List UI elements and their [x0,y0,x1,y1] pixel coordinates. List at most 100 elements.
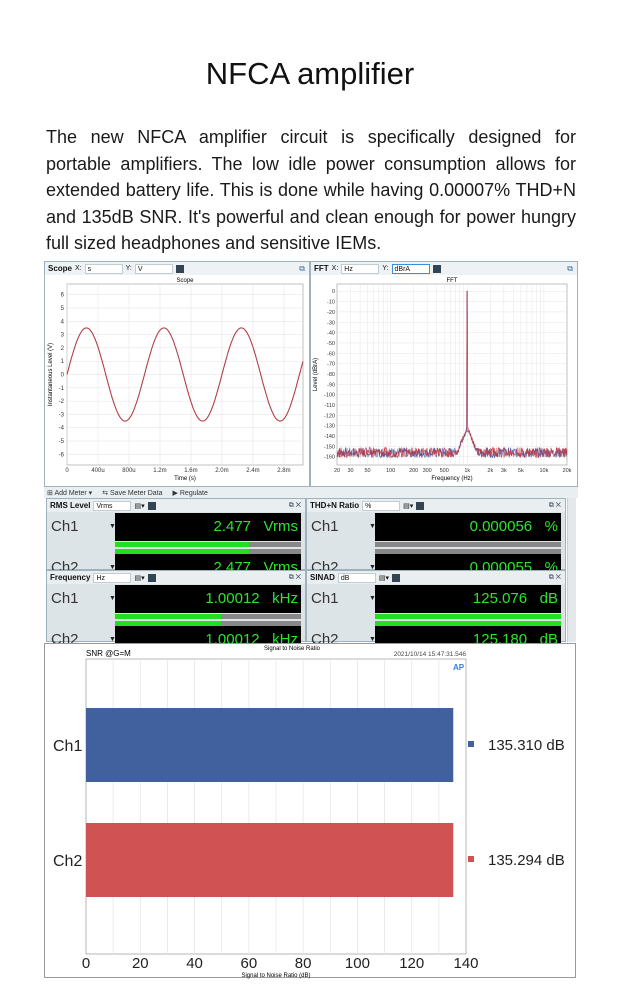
y-tick-label: -110 [324,403,335,409]
meter-value: 1.00012 [205,590,260,607]
chart-title: FFT [447,278,458,284]
meter-menu-icon[interactable]: ▤▾ [134,502,145,510]
y-axis-label: Level (dBrA) [313,358,319,391]
channel-dropdown-icon[interactable]: ▼ [109,523,116,530]
y-tick-label: -120 [324,413,335,419]
meter-channel-row: Ch1 ▼ 0.000056 % [307,513,565,541]
meter-unit-select[interactable]: dB [337,572,376,583]
channel-dropdown-icon[interactable]: ▼ [369,595,376,602]
channel-label: Ch1 [311,590,339,607]
y-axis-marker: Y: [125,265,132,272]
fft-panel: FFT X: Hz Y: dBrA ⧉ FFT 20 30 50 100 200 300 500 1… [310,261,578,487]
meter-level-bar [375,542,561,547]
meter-unit-select[interactable]: Vrms [93,500,132,511]
meter-title: RMS Level [50,501,91,510]
settings-icon[interactable] [147,573,156,582]
settings-icon[interactable] [147,501,156,510]
meter-menu-icon[interactable]: ▤▾ [403,502,414,510]
y-tick-label: 5 [61,306,65,312]
fft-panel-title: FFT [314,264,329,273]
popout-icon[interactable]: ⧉ [548,573,554,581]
meter-level-bar [375,549,561,554]
x-tick-label: 50 [364,468,370,474]
settings-icon[interactable] [416,501,425,510]
channel-dropdown-icon[interactable]: ▼ [109,595,116,602]
add-meter-button[interactable]: ⊞ Add Meter ▾ [47,489,93,497]
fft-x-unit-select[interactable]: Hz [341,263,380,274]
x-tick-label: 2.4m [246,468,259,474]
close-icon[interactable]: ✕ [555,501,561,509]
scope-y-unit-select[interactable]: V [134,263,173,274]
meter-title: Frequency [50,573,91,582]
y-tick-label: -100 [324,393,335,399]
meter-level-bar [375,621,561,626]
fft-y-unit-select[interactable]: dBrA [391,263,430,274]
meter-unit: kHz [272,590,298,607]
meter-value: 2.477 [213,518,252,535]
y-tick-label: 0 [61,373,65,379]
x-tick-label: 1k [464,468,470,474]
y-tick-label: -10 [327,300,335,306]
channel-dropdown-icon[interactable]: ▼ [109,564,116,571]
close-icon[interactable]: ✕ [295,573,301,581]
meter-level-bar [115,614,301,619]
plot-area [336,283,568,466]
snr-label: SNR @G=M [86,649,131,658]
channel-dropdown-icon[interactable]: ▼ [369,523,376,530]
settings-icon[interactable] [432,264,441,273]
channel-dropdown-icon[interactable]: ▼ [109,636,116,643]
channel-dropdown-icon[interactable]: ▼ [369,636,376,643]
x-tick-label: 500 [440,468,449,474]
x-tick-label: 120 [399,955,424,972]
channel-label: Ch1 [311,518,339,535]
scope-x-unit-select[interactable]: s [84,263,123,274]
x-tick-label: 10k [539,468,548,474]
meters-scrollbar[interactable] [567,498,576,642]
y-axis-label: Instantaneous Level (V) [48,343,54,406]
x-tick-label: 400u [91,468,104,474]
y-tick-label: 1 [61,359,65,365]
meter-menu-icon[interactable]: ▤▾ [378,574,390,582]
category-label: Ch2 [53,853,82,870]
x-tick-label: 800u [122,468,135,474]
popout-icon[interactable]: ⧉ [299,264,305,273]
meter-title: SINAD [310,573,335,582]
meter-thd-n-ratio: THD+N Ratio% ▤▾ ⧉ ✕ Ch1 ▼ 0.000056 % Ch2 ▼ 0.000… [306,498,566,582]
page-title: NFCA amplifier [205,56,415,91]
x-axis-label: Time (s) [174,476,196,482]
y-tick-label: -50 [327,341,335,347]
x-tick-label: 30 [347,468,353,474]
regulate-button[interactable]: ▶ Regulate [172,489,208,497]
meter-unit-select[interactable]: Hz [93,572,132,583]
popout-icon[interactable]: ⧉ [288,573,294,581]
channel-dropdown-icon[interactable]: ▼ [369,564,376,571]
popout-icon[interactable]: ⧉ [288,501,294,509]
y-tick-label: -6 [59,452,65,458]
y-tick-label: 2 [61,346,65,352]
y-tick-label: -90 [327,382,335,388]
meter-menu-icon[interactable]: ▤▾ [134,574,145,582]
meter-readout: 125.076 dB [375,585,561,613]
x-axis-marker: X: [331,265,339,272]
popout-icon[interactable]: ⧉ [567,264,573,273]
y-axis-marker: Y: [382,265,389,272]
chart-title: Signal to Noise Ratio [264,646,321,652]
meter-sinad: SINAD dB ▤▾ ⧉ ✕ Ch1 ▼ 125.076 dB Ch2 ▼ 125.180 dB [306,570,566,654]
settings-icon[interactable] [175,264,184,273]
x-tick-label: 40 [186,955,203,972]
save-meter-data-button[interactable]: ⇆ Save Meter Data [102,489,163,497]
legend-swatch [468,741,474,747]
x-tick-label: 20 [334,468,340,474]
x-tick-label: 200 [409,468,418,474]
meter-unit-select[interactable]: % [362,500,401,511]
meter-toolbar: ⊞ Add Meter ▾ ⇆ Save Meter Data ▶ Regula… [44,487,578,498]
close-icon[interactable]: ✕ [555,573,561,581]
meter-value: 125.076 [472,590,528,607]
meter-level-bar [115,542,301,547]
popout-icon[interactable]: ⧉ [548,501,554,509]
close-icon[interactable]: ✕ [295,501,301,509]
settings-icon[interactable] [392,573,401,582]
x-tick-label: 20k [563,468,572,474]
x-tick-label: 3k [501,468,507,474]
meter-value: 0.000056 [469,518,533,535]
